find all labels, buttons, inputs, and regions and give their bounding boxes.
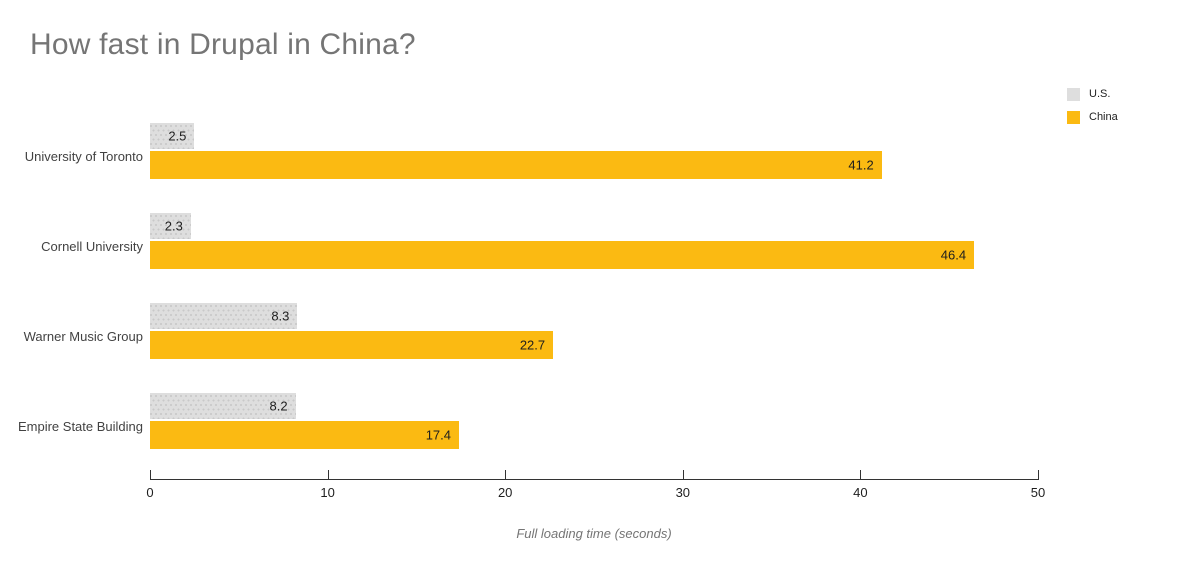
chart-title: How fast in Drupal in China? [30,28,416,61]
bar-china[interactable]: 17.4 [150,421,460,449]
bar-value-label: 8.2 [269,398,288,414]
bar-value-label: 2.3 [164,218,183,234]
legend-item-us[interactable]: U.S. [1067,88,1118,101]
legend-item-china[interactable]: China [1067,111,1118,124]
x-axis-tick [682,470,684,479]
bar-us[interactable]: 2.3 [150,213,191,239]
bar-china[interactable]: 22.7 [150,331,554,359]
bar-value-label: 41.2 [848,157,874,173]
x-axis-tick-label: 40 [853,485,868,500]
legend-swatch-icon [1067,88,1080,101]
x-axis-tick [327,470,329,479]
x-axis-line [150,479,1039,480]
bar-us[interactable]: 2.5 [150,123,195,149]
legend: U.S. China [1067,88,1118,134]
x-axis-tick-label: 50 [1030,485,1046,500]
bar-china[interactable]: 41.2 [150,151,882,179]
bar-value-label: 22.7 [519,337,546,353]
x-axis-tick-label: 0 [146,485,154,500]
x-axis-tick [150,470,151,479]
category-label: Warner Music Group [23,329,143,344]
x-axis-tick-label: 20 [497,485,513,500]
x-axis-tick-label: 30 [675,485,691,500]
category-label: University of Toronto [24,149,143,164]
bar-value-label: 2.5 [168,128,187,144]
bar-us[interactable]: 8.2 [150,393,296,419]
legend-swatch-icon [1067,111,1080,124]
bar-value-label: 8.3 [271,308,290,324]
bar-us[interactable]: 8.3 [150,303,298,329]
category-label: Cornell University [41,239,143,254]
x-axis-tick [1038,470,1039,479]
bar-china[interactable]: 46.4 [150,241,975,269]
legend-label: China [1089,111,1118,123]
x-axis-tick-label: 10 [320,485,335,500]
x-axis-tick [860,470,862,479]
x-axis-title: Full loading time (seconds) [516,526,672,541]
bar-value-label: 46.4 [940,247,967,263]
legend-label: U.S. [1089,88,1111,100]
category-label: Empire State Building [17,419,143,434]
x-axis-tick [505,470,507,479]
bar-value-label: 17.4 [425,427,452,443]
